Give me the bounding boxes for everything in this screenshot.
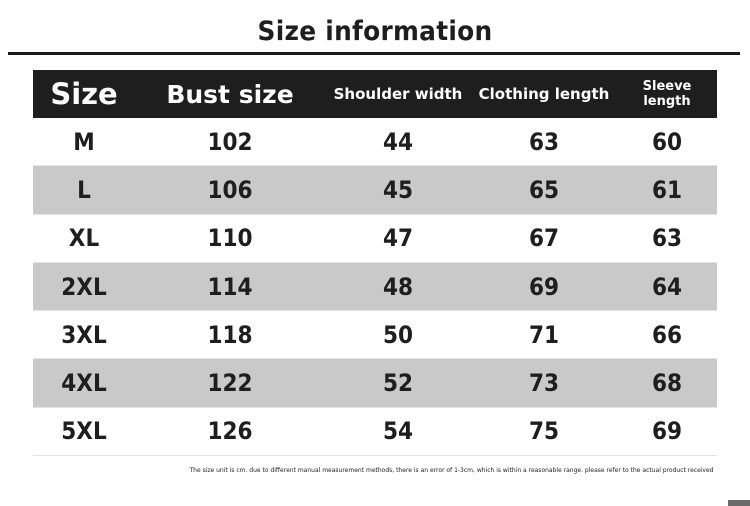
table-cell: 60	[651, 127, 683, 156]
header-shoulder: Shoulder width	[333, 85, 463, 103]
table-row: 2XL 114 48 69 64	[33, 262, 717, 312]
title-divider	[8, 52, 740, 55]
table-cell: 50	[382, 320, 414, 349]
header-size: Size	[50, 77, 118, 111]
table-cell: 5XL	[61, 417, 107, 446]
table-cell: 118	[207, 320, 253, 349]
table-header: Size Bust size Shoulder width Clothing l…	[33, 70, 717, 118]
page-title: Size information	[257, 16, 493, 47]
table-cell: 47	[382, 224, 414, 253]
table-cell: 114	[207, 272, 253, 301]
table-cell: 2XL	[61, 272, 107, 301]
table-cell: 75	[528, 417, 560, 446]
table-cell: 67	[528, 224, 560, 253]
table-cell: 110	[207, 224, 253, 253]
table-row: 4XL 122 52 73 68	[33, 359, 717, 408]
table-cell: 102	[207, 127, 253, 156]
table-cell: 61	[651, 175, 683, 204]
table-cell: 45	[382, 175, 414, 204]
table-cell: 69	[651, 417, 683, 446]
table-row: L 106 45 65 61	[33, 166, 717, 215]
header-sleeve-length: Sleeve length	[642, 79, 692, 109]
table-cell: 48	[382, 272, 414, 301]
table-cell: 68	[651, 369, 683, 398]
table-cell: XL	[68, 224, 100, 253]
table-cell: 4XL	[61, 369, 107, 398]
table-cell: 63	[528, 127, 560, 156]
table-cell: 71	[528, 320, 560, 349]
table-cell: 44	[382, 127, 414, 156]
table-row: M 102 44 63 60	[33, 118, 717, 167]
table-row: 5XL 126 54 75 69	[33, 408, 717, 457]
size-table: Size Bust size Shoulder width Clothing l…	[33, 70, 717, 457]
table-row: XL 110 47 67 63	[33, 215, 717, 263]
table-cell: 64	[651, 272, 683, 301]
table-cell: 52	[382, 369, 414, 398]
table-cell: 122	[207, 369, 253, 398]
table-cell: 63	[651, 224, 683, 253]
corner-mark	[728, 500, 750, 506]
table-cell: L	[77, 175, 91, 204]
table-cell: 3XL	[61, 320, 107, 349]
table-cell: 65	[528, 175, 560, 204]
table-cell: 73	[528, 369, 560, 398]
header-clothing-length: Clothing length	[478, 85, 610, 103]
header-bust: Bust size	[166, 79, 294, 109]
table-row: 3XL 118 50 71 66	[33, 311, 717, 360]
table-cell: 69	[528, 272, 560, 301]
table-cell: 54	[382, 417, 414, 446]
table-cell: 106	[207, 175, 253, 204]
table-cell: 66	[651, 320, 683, 349]
measurement-note: The size unit is cm. due to different ma…	[189, 467, 714, 474]
table-cell: M	[73, 127, 95, 156]
table-cell: 126	[207, 417, 253, 446]
